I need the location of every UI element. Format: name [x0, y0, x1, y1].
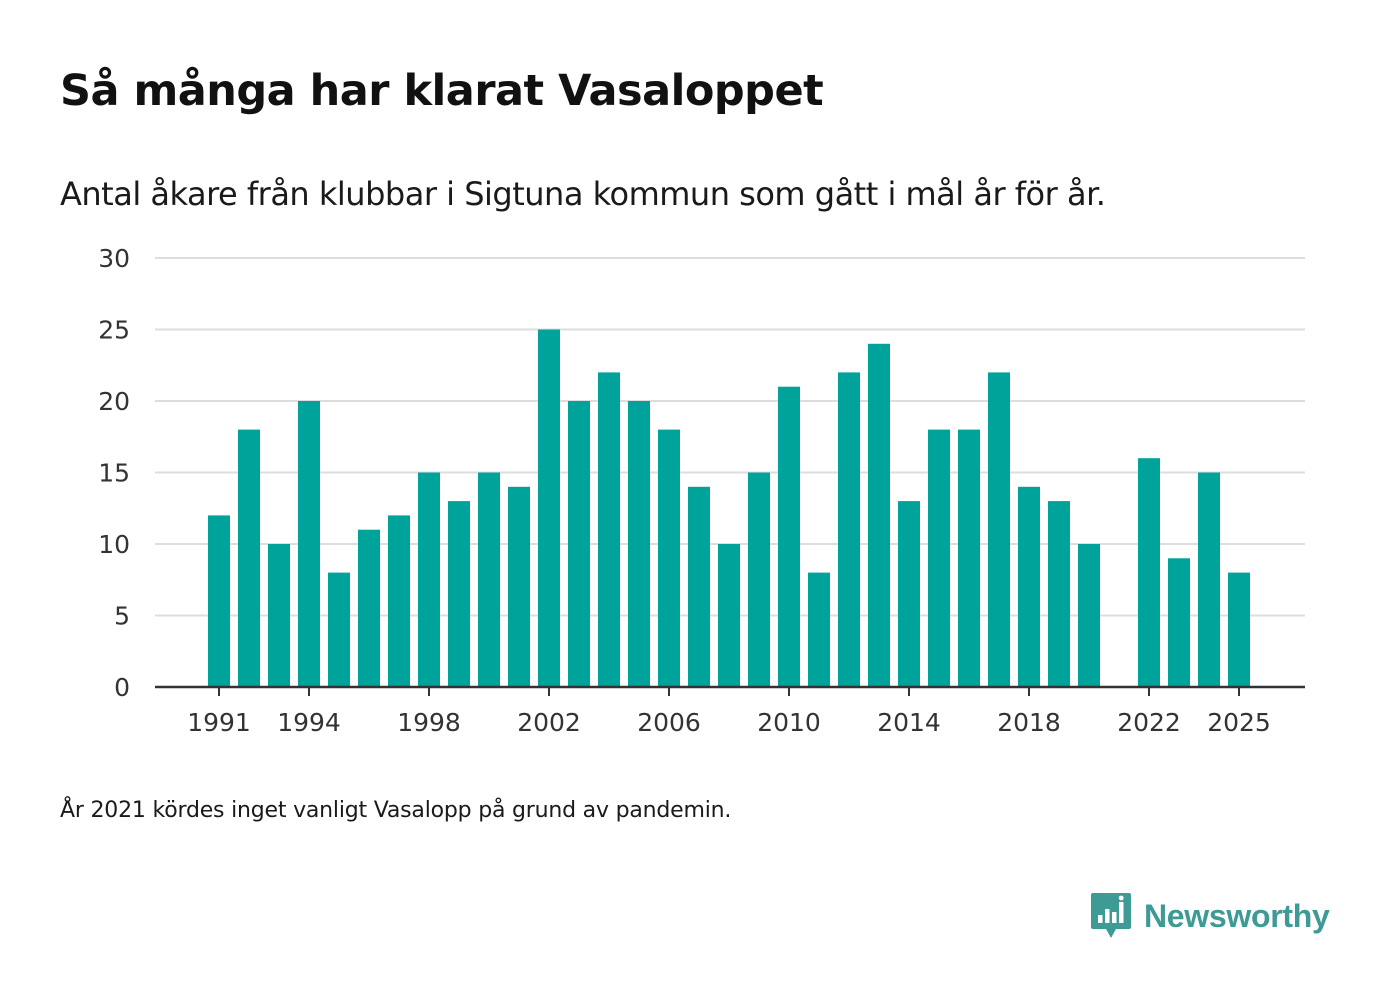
x-tick-label: 2006 — [637, 708, 701, 737]
bar-1997 — [388, 515, 410, 687]
bar-1999 — [448, 501, 470, 687]
bar-2008 — [718, 544, 740, 687]
bar-2023 — [1168, 558, 1190, 687]
bar-1993 — [268, 544, 290, 687]
bar-2013 — [868, 343, 890, 687]
bar-1998 — [418, 472, 440, 687]
y-tick-label: 15 — [98, 459, 130, 488]
brand-name: Newsworthy — [1144, 897, 1330, 934]
bar-2018 — [1018, 486, 1040, 687]
bar-2012 — [838, 372, 860, 687]
bar-2014 — [898, 501, 920, 687]
x-tick-label: 1991 — [187, 708, 251, 737]
bar-1994 — [298, 401, 320, 687]
y-tick-label: 25 — [98, 316, 130, 345]
bar-1996 — [358, 529, 380, 687]
bar-2000 — [478, 472, 500, 687]
bar-2010 — [778, 386, 800, 687]
chart-subtitle: Antal åkare från klubbar i Sigtuna kommu… — [60, 175, 1106, 213]
bar-1992 — [238, 429, 260, 687]
y-tick-label: 5 — [114, 602, 130, 631]
x-tick-label: 2014 — [877, 708, 941, 737]
chart-title: Så många har klarat Vasaloppet — [60, 66, 824, 116]
bar-2004 — [598, 372, 620, 687]
newsworthy-logo-icon — [1091, 893, 1131, 938]
x-tick-label: 2010 — [757, 708, 821, 737]
bar-2009 — [748, 472, 770, 687]
bar-1995 — [328, 572, 350, 687]
bar-2011 — [808, 572, 830, 687]
y-tick-label: 10 — [98, 530, 130, 559]
y-tick-label: 20 — [98, 387, 130, 416]
y-tick-label: 30 — [98, 244, 130, 273]
y-tick-label: 0 — [114, 673, 130, 702]
bar-2016 — [958, 429, 980, 687]
bar-2005 — [628, 401, 650, 687]
bar-1991 — [208, 515, 230, 687]
x-tick-label: 2002 — [517, 708, 581, 737]
x-tick-label: 1998 — [397, 708, 461, 737]
bar-2007 — [688, 486, 710, 687]
bar-2025 — [1228, 572, 1250, 687]
bar-2001 — [508, 486, 530, 687]
x-tick-label: 2018 — [997, 708, 1061, 737]
bar-2019 — [1048, 501, 1070, 687]
bar-2017 — [988, 372, 1010, 687]
x-tick-label: 2022 — [1117, 708, 1181, 737]
x-tick-label: 1994 — [277, 708, 341, 737]
bar-2022 — [1138, 458, 1160, 687]
x-tick-label: 2025 — [1207, 708, 1271, 737]
bar-2020 — [1078, 544, 1100, 687]
bar-2006 — [658, 429, 680, 687]
bar-2003 — [568, 401, 590, 687]
chart-footnote: År 2021 kördes inget vanligt Vasalopp på… — [60, 798, 732, 823]
bar-2015 — [928, 429, 950, 687]
bar-2024 — [1198, 472, 1220, 687]
bar-2002 — [538, 329, 560, 687]
brand-logo: Newsworthy — [1090, 890, 1330, 942]
